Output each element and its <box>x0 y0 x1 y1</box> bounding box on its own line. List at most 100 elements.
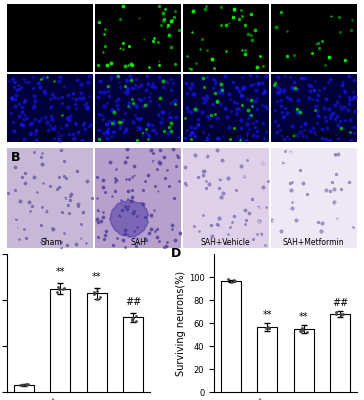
Point <box>44 217 50 223</box>
Point <box>207 186 213 192</box>
Point <box>282 158 288 165</box>
Point <box>310 125 316 131</box>
Point <box>301 127 307 134</box>
Point <box>228 241 234 248</box>
Point <box>323 165 328 171</box>
Point <box>217 101 223 107</box>
Point <box>255 204 261 210</box>
Point <box>203 185 209 192</box>
Point <box>77 147 83 153</box>
Point <box>293 157 299 163</box>
Point <box>94 288 100 294</box>
Point <box>105 150 111 156</box>
Point <box>66 210 72 216</box>
Point <box>303 132 309 139</box>
Point <box>116 212 122 219</box>
Point <box>248 112 253 119</box>
Point <box>49 224 55 231</box>
Point <box>258 231 264 238</box>
Point <box>236 16 242 22</box>
Point <box>287 74 293 80</box>
Point <box>136 96 142 102</box>
Point <box>294 86 300 92</box>
Point <box>19 155 25 162</box>
Point <box>84 105 90 112</box>
Point <box>209 100 215 107</box>
Point <box>104 84 110 90</box>
Point <box>327 115 333 121</box>
Point <box>250 97 256 103</box>
Text: SAH+Vehicle: SAH+Vehicle <box>201 238 250 247</box>
Point <box>352 108 357 114</box>
Point <box>262 89 268 96</box>
Point <box>7 192 12 198</box>
Point <box>199 227 205 233</box>
Point <box>146 133 152 139</box>
Point <box>60 286 66 292</box>
Point <box>112 174 118 181</box>
Point <box>123 127 129 134</box>
Point <box>115 106 121 112</box>
Point <box>13 220 19 226</box>
Point <box>161 108 166 115</box>
Point <box>210 85 216 91</box>
Point <box>288 186 294 193</box>
Point <box>59 124 64 131</box>
Point <box>350 224 356 231</box>
Point <box>280 149 285 155</box>
Point <box>232 152 238 158</box>
Point <box>254 106 260 112</box>
Point <box>126 236 131 242</box>
Point <box>75 170 80 177</box>
Point <box>144 72 150 79</box>
Point <box>167 100 173 106</box>
Point <box>246 242 252 248</box>
Point <box>38 222 44 228</box>
Point <box>102 43 108 50</box>
Point <box>80 208 86 215</box>
Point <box>199 108 205 115</box>
Point <box>292 150 297 157</box>
Point <box>70 131 76 138</box>
Point <box>181 212 187 218</box>
Point <box>166 124 171 130</box>
Point <box>183 80 189 86</box>
Point <box>289 198 295 205</box>
Point <box>287 217 293 223</box>
Point <box>136 234 142 240</box>
Point <box>15 82 21 88</box>
Point <box>230 179 236 185</box>
Point <box>274 199 280 205</box>
Point <box>8 223 14 230</box>
Point <box>336 207 342 213</box>
Point <box>341 86 347 93</box>
Point <box>198 182 204 188</box>
Point <box>23 97 28 104</box>
Point <box>94 158 100 164</box>
Point <box>176 178 182 184</box>
Point <box>330 194 336 201</box>
Point <box>280 240 286 246</box>
Point <box>256 158 262 164</box>
Point <box>128 198 134 204</box>
Point <box>163 243 169 249</box>
Point <box>194 236 200 242</box>
Point <box>51 204 57 210</box>
Point <box>123 176 128 182</box>
Point <box>137 126 143 132</box>
Point <box>169 43 174 50</box>
Point <box>255 205 261 212</box>
Point <box>234 134 240 140</box>
Point <box>94 174 100 180</box>
Point <box>190 91 196 97</box>
Point <box>327 106 332 112</box>
Point <box>183 182 189 188</box>
Point <box>41 220 47 227</box>
Point <box>201 208 207 214</box>
Point <box>177 230 183 236</box>
Point <box>72 119 78 125</box>
Point <box>263 72 269 79</box>
Point <box>216 88 222 95</box>
Point <box>334 99 340 106</box>
Point <box>27 121 32 128</box>
